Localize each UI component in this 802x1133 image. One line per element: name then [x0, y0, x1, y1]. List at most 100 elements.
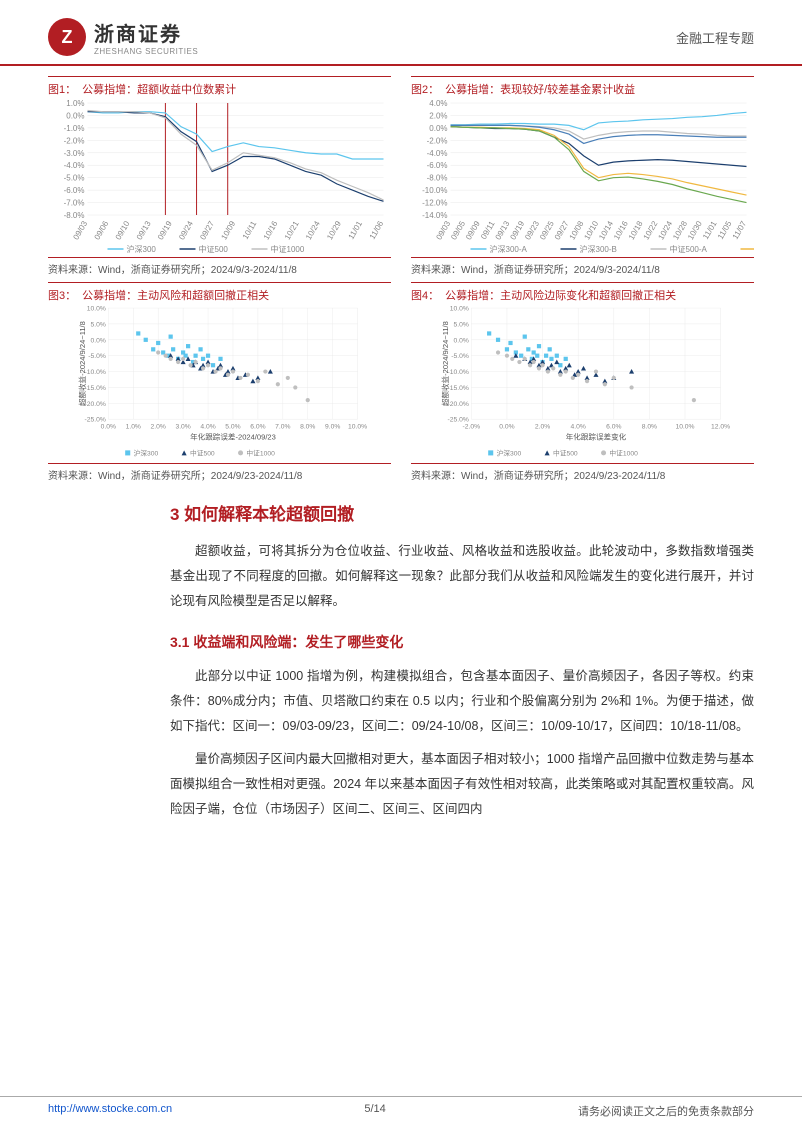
svg-text:09/09: 09/09: [464, 219, 482, 241]
svg-text:09/19: 09/19: [156, 219, 174, 241]
svg-text:2.0%: 2.0%: [535, 423, 550, 430]
chart-1-num: 图1：: [48, 81, 76, 97]
svg-text:中证1000: 中证1000: [246, 448, 275, 457]
svg-text:-6.0%: -6.0%: [64, 186, 85, 195]
svg-text:1.0%: 1.0%: [126, 423, 141, 430]
svg-text:沪深300: 沪深300: [127, 244, 157, 254]
svg-text:-1.0%: -1.0%: [64, 124, 85, 133]
svg-text:-10.0%: -10.0%: [448, 369, 469, 376]
svg-text:-5.0%: -5.0%: [88, 353, 106, 360]
svg-text:-12.0%: -12.0%: [422, 199, 447, 208]
svg-text:10.0%: 10.0%: [348, 423, 367, 430]
svg-text:0.0%: 0.0%: [66, 111, 84, 120]
svg-text:中证1000: 中证1000: [609, 448, 638, 457]
svg-text:12.0%: 12.0%: [711, 423, 730, 430]
chart-4-num: 图4：: [411, 287, 439, 303]
svg-text:9.0%: 9.0%: [325, 423, 340, 430]
section-3-heading: 3 如何解释本轮超额回撤: [170, 500, 754, 525]
page-header: Z 浙商证券 ZHESHANG SECURITIES 金融工程专题: [0, 0, 802, 66]
svg-text:-15.0%: -15.0%: [448, 385, 469, 392]
svg-text:-3.0%: -3.0%: [64, 149, 85, 158]
svg-text:10/30: 10/30: [686, 219, 704, 241]
svg-text:-20.0%: -20.0%: [85, 401, 106, 408]
chart-2-title: 公募指增：表现较好/较差基金累计收益: [445, 81, 635, 97]
section-3-para-2: 此部分以中证 1000 指增为例，构建模拟组合，包含基本面因子、量价高频因子，各…: [170, 664, 754, 739]
svg-text:0.0%: 0.0%: [429, 124, 447, 133]
svg-text:4.0%: 4.0%: [200, 423, 215, 430]
svg-text:2.0%: 2.0%: [429, 111, 447, 120]
svg-text:6.0%: 6.0%: [250, 423, 265, 430]
svg-text:0.0%: 0.0%: [453, 337, 468, 344]
svg-text:10/24: 10/24: [304, 219, 322, 241]
svg-text:4.0%: 4.0%: [429, 99, 447, 108]
chart-1-source: 资料来源：Wind，浙商证券研究所；2024/9/3-2024/11/8: [48, 257, 391, 276]
svg-text:10.0%: 10.0%: [450, 306, 469, 313]
svg-text:09/03: 09/03: [71, 219, 89, 241]
charts-grid: 图1： 公募指增：超额收益中位数累计 1.0% 0.0% -1.0% -2.0% -3.…: [0, 66, 802, 482]
svg-text:超额收益-2024/9/24~11/8: 超额收益-2024/9/24~11/8: [440, 321, 450, 406]
svg-text:沪深300: 沪深300: [134, 448, 159, 457]
chart-3-num: 图3：: [48, 287, 76, 303]
svg-text:-4.0%: -4.0%: [64, 161, 85, 170]
svg-text:09/06: 09/06: [93, 219, 111, 241]
chart-3-source: 资料来源：Wind，浙商证券研究所；2024/9/23-2024/11/8: [48, 463, 391, 482]
svg-text:中证1000: 中证1000: [271, 244, 305, 254]
svg-text:0.0%: 0.0%: [90, 337, 105, 344]
svg-text:-8.0%: -8.0%: [427, 174, 448, 183]
svg-text:-2.0%: -2.0%: [64, 136, 85, 145]
svg-text:10/09: 10/09: [219, 219, 237, 241]
svg-text:5.0%: 5.0%: [225, 423, 240, 430]
chart-4-source: 资料来源：Wind，浙商证券研究所；2024/9/23-2024/11/8: [411, 463, 754, 482]
svg-text:8.0%: 8.0%: [300, 423, 315, 430]
svg-text:沪深300-A: 沪深300-A: [490, 244, 528, 254]
svg-text:-14.0%: -14.0%: [422, 211, 447, 220]
svg-text:09/13: 09/13: [135, 219, 153, 241]
footer-page: 5/14: [364, 1103, 385, 1119]
svg-text:1.0%: 1.0%: [66, 99, 84, 108]
svg-text:09/24: 09/24: [177, 219, 195, 241]
svg-text:-2.0%: -2.0%: [463, 423, 481, 430]
svg-text:-10.0%: -10.0%: [422, 186, 447, 195]
footer-disclaimer: 请务必阅读正文之后的免责条款部分: [578, 1103, 754, 1119]
svg-text:10/11: 10/11: [241, 219, 259, 241]
svg-text:0.0%: 0.0%: [499, 423, 514, 430]
svg-text:10/29: 10/29: [325, 219, 343, 241]
topic-label: 金融工程专题: [676, 28, 754, 47]
chart-3-title: 公募指增：主动风险和超额回撤正相关: [82, 287, 269, 303]
svg-text:8.0%: 8.0%: [642, 423, 657, 430]
svg-text:11/07: 11/07: [731, 219, 749, 241]
chart-3: 图3： 公募指增：主动风险和超额回撤正相关 -25.0%-20.0%-15.0%…: [48, 282, 391, 482]
svg-text:-5.0%: -5.0%: [64, 174, 85, 183]
svg-text:中证500: 中证500: [199, 244, 229, 254]
chart-1-title: 公募指增：超额收益中位数累计: [82, 81, 236, 97]
svg-text:6.0%: 6.0%: [606, 423, 621, 430]
footer-url[interactable]: http://www.stocke.com.cn: [48, 1103, 172, 1115]
chart-2-num: 图2：: [411, 81, 439, 97]
svg-text:09/27: 09/27: [198, 219, 216, 241]
svg-text:-7.0%: -7.0%: [64, 199, 85, 208]
logo: Z 浙商证券 ZHESHANG SECURITIES: [48, 18, 198, 56]
svg-text:沪深300: 沪深300: [497, 448, 522, 457]
chart-4-title: 公募指增：主动风险边际变化和超额回撤正相关: [445, 287, 676, 303]
svg-text:3.0%: 3.0%: [175, 423, 190, 430]
svg-text:-15.0%: -15.0%: [85, 385, 106, 392]
svg-text:4.0%: 4.0%: [571, 423, 586, 430]
svg-text:-5.0%: -5.0%: [451, 353, 469, 360]
chart-3-plot: -25.0%-20.0%-15.0%-10.0%-5.0%0.0%5.0%10.…: [48, 303, 391, 463]
svg-text:超额收益-2024/9/24~11/8: 超额收益-2024/9/24~11/8: [77, 321, 87, 406]
chart-4-plot: -25.0%-20.0%-15.0%-10.0%-5.0%0.0%5.0%10.…: [411, 303, 754, 463]
chart-1-plot: 1.0% 0.0% -1.0% -2.0% -3.0% -4.0% -5.0% -6.0% -7…: [48, 97, 391, 257]
svg-text:-2.0%: -2.0%: [427, 136, 448, 145]
svg-text:0.0%: 0.0%: [101, 423, 116, 430]
chart-2-source: 资料来源：Wind，浙商证券研究所；2024/9/3-2024/11/8: [411, 257, 754, 276]
chart-2-plot: 4.0%2.0%0.0%-2.0%-4.0%-6.0%-8.0%-10.0%-1…: [411, 97, 754, 257]
section-3: 3 如何解释本轮超额回撤 超额收益，可将其拆分为仓位收益、行业收益、风格收益和选…: [0, 482, 802, 822]
svg-text:年化跟踪误差-2024/09/23: 年化跟踪误差-2024/09/23: [190, 431, 276, 441]
section-3-para-3: 量价高频因子区间内最大回撤相对更大，基本面因子相对较小；1000 指增产品回撤中…: [170, 747, 754, 822]
section-3-1-heading: 3.1 收益端和风险端：发生了哪些变化: [170, 632, 754, 652]
logo-letter: Z: [62, 27, 73, 48]
svg-text:中证500: 中证500: [553, 448, 578, 457]
company-name-en: ZHESHANG SECURITIES: [94, 47, 198, 56]
svg-text:10/16: 10/16: [262, 219, 280, 241]
svg-text:5.0%: 5.0%: [453, 321, 468, 328]
